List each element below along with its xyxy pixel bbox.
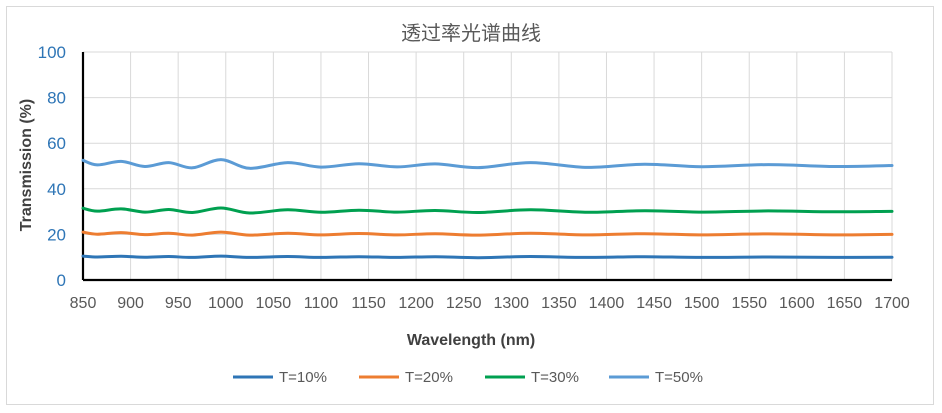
y-tick-label: 80 — [47, 89, 66, 108]
x-tick-label: 950 — [165, 295, 192, 312]
legend-label: T=30% — [531, 369, 579, 386]
x-tick-label: 1000 — [208, 295, 244, 312]
x-tick-label: 1350 — [541, 295, 577, 312]
x-tick-label: 1550 — [731, 295, 767, 312]
y-tick-label: 40 — [47, 180, 66, 199]
legend-label: T=10% — [279, 369, 327, 386]
x-axis-title: Wavelength (nm) — [407, 332, 535, 349]
x-tick-labels: 850 900 950 1000 1050 1100 1150 1200 1250 1300 135… — [70, 295, 910, 312]
series-line-2 — [81, 206, 894, 215]
x-tick-label: 1300 — [493, 295, 529, 312]
legend-label: T=20% — [405, 369, 453, 386]
axes — [81, 52, 892, 282]
x-tick-label: 900 — [117, 295, 144, 312]
legend-label: T=50% — [655, 369, 703, 386]
x-tick-label: 1600 — [779, 295, 815, 312]
y-tick-label: 100 — [38, 43, 66, 62]
chart-title: 透过率光谱曲线 — [401, 21, 541, 45]
x-tick-label: 1150 — [351, 295, 386, 312]
x-tick-label: 1250 — [446, 295, 482, 312]
x-tick-label: 1100 — [304, 295, 339, 312]
y-tick-label: 0 — [57, 271, 66, 290]
y-tick-labels: 0 20 40 60 80 100 — [38, 43, 66, 290]
chart-frame — [6, 6, 934, 405]
x-tick-label: 1400 — [589, 295, 625, 312]
x-tick-label: 1050 — [256, 295, 292, 312]
series-line-0 — [81, 254, 894, 260]
y-tick-label: 20 — [47, 225, 66, 244]
x-tick-label: 1500 — [684, 295, 720, 312]
y-tick-label: 60 — [47, 134, 66, 153]
x-tick-label: 1450 — [636, 295, 672, 312]
series-line-3 — [81, 158, 894, 170]
y-axis-title: Transmission (%) — [18, 99, 35, 231]
series-line-1 — [81, 230, 894, 237]
x-tick-label: 1650 — [827, 295, 863, 312]
series-lines — [81, 158, 894, 260]
x-tick-label: 1200 — [398, 295, 434, 312]
x-tick-label: 1700 — [874, 295, 910, 312]
legend: T=10% T=20% T=30% T=50% — [233, 369, 703, 386]
x-tick-label: 850 — [70, 295, 97, 312]
